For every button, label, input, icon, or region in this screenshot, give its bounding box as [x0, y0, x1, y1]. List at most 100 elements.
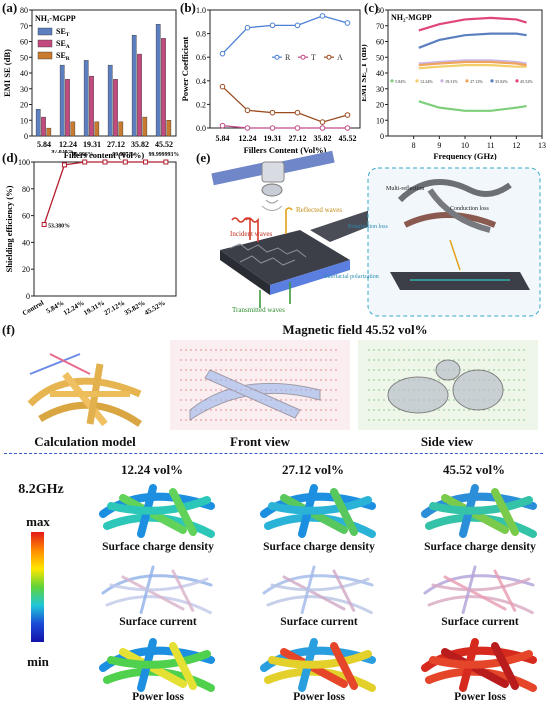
x-tick-label: 5.84% [45, 299, 66, 316]
label-transmitted-waves: Transmitted waves [232, 306, 285, 314]
section-divider [4, 453, 543, 454]
point-R-35.82 [319, 13, 326, 19]
y-tick-label: 0.6 [196, 53, 206, 62]
bar-SE_T-27.12 [107, 64, 113, 137]
x-tick-label: 13 [538, 141, 546, 150]
row-label-charge-45: Surface charge density [424, 541, 536, 553]
point-T-35.82 [319, 125, 326, 131]
legend-entry: 12.24% [420, 79, 433, 84]
y-tick-label: 0 [380, 132, 384, 141]
sim-image-r3-c1 [99, 638, 215, 692]
label-incident-waves: Incident waves [230, 230, 272, 238]
y-tick-label: 50 [20, 53, 28, 62]
row-label-charge-12: Surface charge density [102, 541, 214, 553]
y-tick-label: 0.2 [196, 100, 206, 109]
legend-entry: R [285, 53, 291, 62]
sim-image-r3-c2 [260, 638, 376, 692]
label-multi-reflection: Multi-reflection [386, 185, 424, 192]
y-tick-label: 0.4 [196, 77, 206, 86]
x-tick-label: 12 [512, 141, 520, 150]
series-line-5.84% [418, 100, 527, 112]
sim-image-r2-c3 [423, 565, 535, 615]
y-axis-label: Shielding efficiency (%) [4, 185, 14, 272]
y-tick-label: 0.8 [196, 30, 206, 39]
legend-entry: 19.31% [445, 79, 458, 84]
x-axis-label: Fillers Content (Vol%) [244, 145, 327, 155]
row-label-current-12: Surface current [119, 616, 197, 628]
view-label-front-view: Front view [229, 434, 291, 449]
x-tick-label: 19.31% [82, 299, 106, 317]
bar-SE_R-5.84 [46, 127, 52, 137]
panel-label-e: (e) [196, 150, 211, 165]
bar-SE_R-35.82 [142, 116, 148, 137]
series-line-35.82% [418, 32, 527, 49]
row-label-power-45: Power loss [454, 691, 506, 703]
legend-entry: A [337, 53, 343, 62]
legend-marker [300, 54, 306, 60]
y-tick-label: 10 [376, 116, 384, 125]
x-tick-label: 5.84 [216, 134, 230, 143]
data-label: 99.996% [72, 152, 94, 158]
point-27.12% [122, 159, 128, 165]
panel-label-b: (b) [180, 0, 196, 15]
label-reflected-waves: Reflected waves [296, 206, 342, 214]
panel-label-f: (f) [2, 322, 15, 337]
panel-label-c: (c) [364, 0, 379, 15]
y-tick-label: 40 [376, 69, 384, 78]
sim-image-r1-c3 [421, 484, 537, 538]
series-line-19.31% [418, 59, 527, 65]
frequency-label: 8.2GHz [18, 482, 64, 497]
point-A-45.52 [344, 112, 351, 118]
colorbar [31, 532, 44, 642]
y-tick-label: 0 [24, 132, 28, 141]
legend-marker [274, 54, 280, 60]
y-tick-label: 20 [20, 101, 28, 110]
view-label-side-view: Side view [420, 434, 474, 449]
y-tick-label: 80 [376, 6, 384, 15]
y-tick-label: 1.0 [196, 6, 206, 15]
legend-marker [515, 79, 519, 83]
bar-SE_R-27.12 [118, 121, 124, 137]
y-tick-label: 0.0 [196, 124, 206, 133]
series-line-T [222, 124, 348, 129]
legend-entry: SET [56, 27, 70, 38]
point-R-19.31 [269, 22, 276, 29]
chart-a-emi-se-bars: 0 10 20 30 40 50 60 70 80 EMI SE (dB) 5.84 12.24 19.… [2, 6, 177, 160]
series-line-12.24% [418, 64, 527, 70]
label-polarization-loss: Polarization loss [348, 224, 388, 230]
bar-SE_R-19.31 [94, 121, 100, 137]
y-tick-label: 80 [20, 6, 28, 15]
bar-SE_A-5.84 [41, 116, 46, 137]
point-12.24% [82, 159, 88, 165]
fiber-zoom [390, 179, 530, 290]
bar-SE_A-35.82 [137, 53, 142, 137]
point-A-27.12 [294, 109, 301, 116]
y-axis-label: EMI SE (dB) [2, 49, 12, 97]
sim-image-r3-c3 [421, 638, 537, 692]
point-R-27.12 [294, 22, 301, 29]
point-A-19.31 [269, 109, 276, 116]
volume-label-12: 12.24 vol% [120, 462, 184, 477]
legend-entry: 5.84% [395, 79, 406, 84]
y-axis-label: Power Coefficient [180, 36, 190, 101]
legend-marker [490, 79, 494, 83]
data-label: 53.380% [48, 223, 70, 229]
y-tick-label: 100 [18, 158, 30, 167]
bar-SE_A-19.31 [89, 75, 94, 137]
x-tick-label: 5.84 [37, 140, 51, 149]
legend-marker [326, 54, 332, 60]
point-R-45.52 [344, 20, 351, 26]
point-19.31% [102, 159, 108, 165]
x-tick-label: 45.52 [339, 134, 357, 143]
plot-frame [209, 9, 361, 129]
colorbar-min-label: min [27, 654, 49, 669]
point-Control [41, 221, 47, 227]
row-label-power-27: Power loss [293, 691, 345, 703]
calculation-model-image [27, 353, 143, 427]
point-A-5.84 [219, 83, 226, 90]
bar-SE_R-12.24 [70, 121, 76, 137]
point-R-5.84 [219, 50, 226, 57]
x-tick-label: 35.82 [131, 140, 149, 149]
magnetic-field-header: Magnetic field 45.52 vol% [282, 322, 428, 337]
y-tick-label: 20 [22, 265, 30, 274]
